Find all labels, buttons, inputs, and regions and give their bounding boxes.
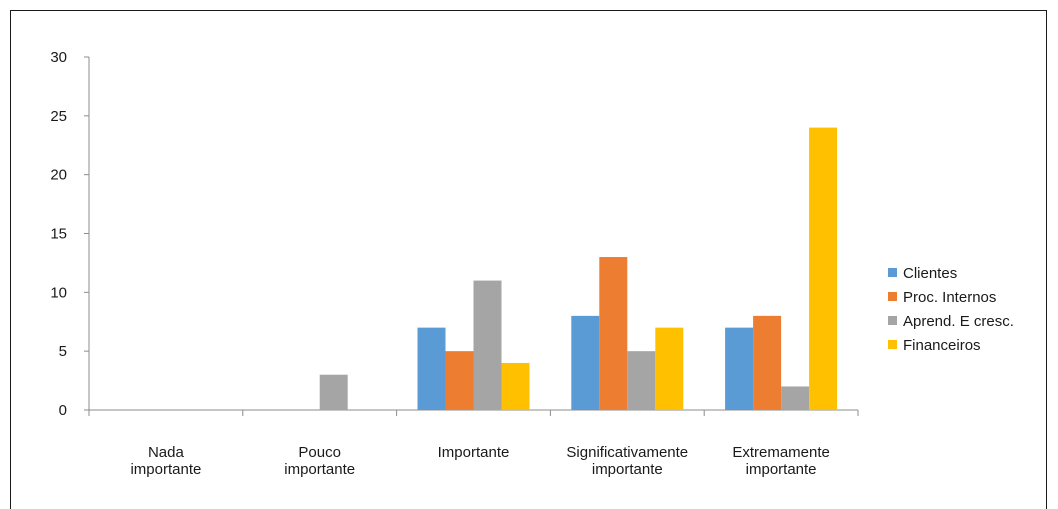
- x-category-label: importante: [592, 461, 663, 478]
- y-tick-label: 25: [50, 108, 67, 125]
- x-category-label: importante: [746, 461, 817, 478]
- bars: [319, 127, 838, 410]
- bar: [473, 280, 502, 410]
- legend-label: Financeiros: [903, 337, 981, 354]
- legend-label: Aprend. E cresc.: [903, 313, 1014, 330]
- legend: Clientes Proc. Internos Aprend. E cresc. Fi…: [888, 265, 1014, 354]
- bar: [655, 327, 684, 410]
- x-category-label: Pouco: [298, 444, 341, 461]
- y-tick-label: 5: [59, 343, 67, 360]
- x-category-label: Nada: [148, 444, 185, 461]
- bar: [599, 257, 628, 410]
- y-tick-label: 30: [50, 49, 67, 66]
- bar: [571, 315, 600, 410]
- bar: [781, 386, 810, 410]
- x-category-label: Importante: [438, 444, 510, 461]
- legend-swatch: [888, 316, 897, 325]
- x-category-label: importante: [284, 461, 355, 478]
- bar: [627, 351, 656, 410]
- bar: [753, 315, 782, 410]
- y-tick-label: 20: [50, 167, 67, 184]
- x-category-label: Extremamente: [732, 444, 830, 461]
- bar: [445, 351, 474, 410]
- y-tick-label: 0: [59, 402, 67, 419]
- bar: [809, 127, 838, 410]
- chart-frame: [10, 10, 1047, 509]
- y-tick-label: 15: [50, 226, 67, 243]
- legend-label: Proc. Internos: [903, 289, 996, 306]
- legend-swatch: [888, 292, 897, 301]
- bar: [501, 362, 530, 410]
- legend-swatch: [888, 268, 897, 277]
- bar: [417, 327, 446, 410]
- bar: [725, 327, 754, 410]
- x-category-label: Significativamente: [566, 444, 688, 461]
- legend-label: Clientes: [903, 265, 957, 282]
- y-tick-label: 10: [50, 284, 67, 301]
- x-category-label: importante: [130, 461, 201, 478]
- y-axis: 0 5 10 15 20 25 30: [50, 49, 90, 419]
- legend-swatch: [888, 340, 897, 349]
- bar: [319, 374, 348, 410]
